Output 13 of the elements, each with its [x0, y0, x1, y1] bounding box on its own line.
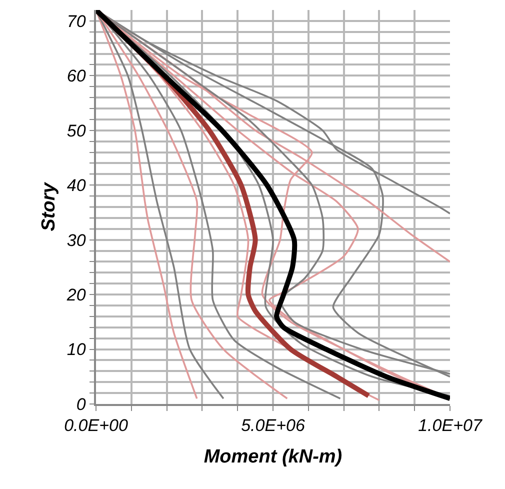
x-tick-label: 1.0E+07 [418, 416, 482, 436]
y-tick-label: 50 [66, 121, 86, 140]
y-tick-label: 70 [66, 12, 86, 31]
y-tick-label: 40 [66, 176, 86, 196]
y-tick-label: 30 [66, 230, 86, 250]
y-tick-label: 10 [66, 340, 86, 360]
x-tick-label: 5.0E+06 [241, 416, 306, 436]
x-tick-label: 0.0E+00 [64, 416, 128, 436]
y-tick-label: 20 [66, 286, 86, 305]
x-axis-title: Moment (kN-m) [204, 446, 342, 468]
y-tick-label: 60 [66, 66, 86, 86]
y-axis-title: Story [38, 181, 60, 232]
y-tick-label: 0 [76, 394, 86, 414]
